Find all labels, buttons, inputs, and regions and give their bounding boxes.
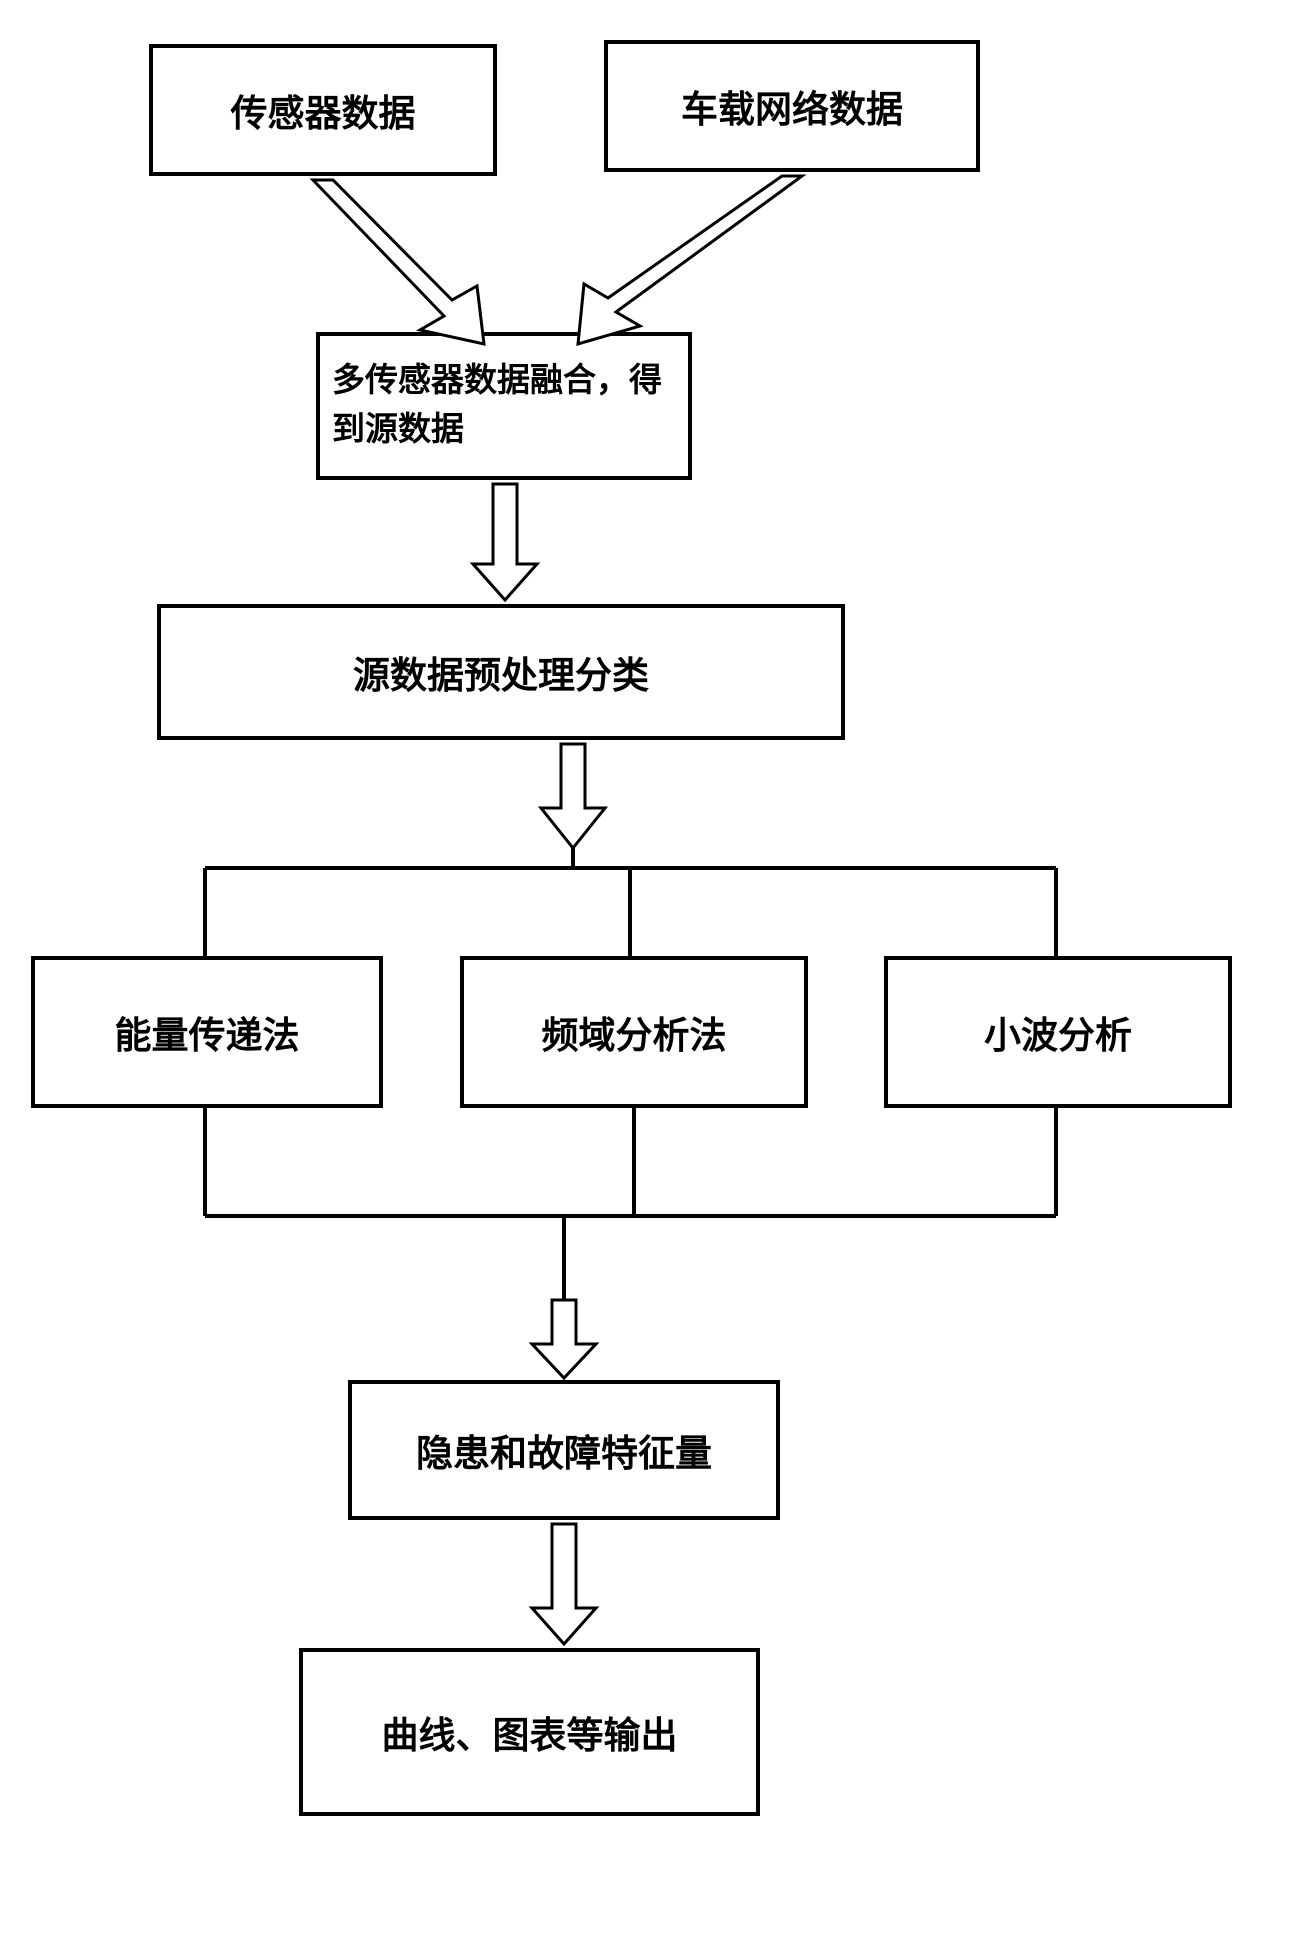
arrow-n8-n9 [0, 0, 1302, 1938]
